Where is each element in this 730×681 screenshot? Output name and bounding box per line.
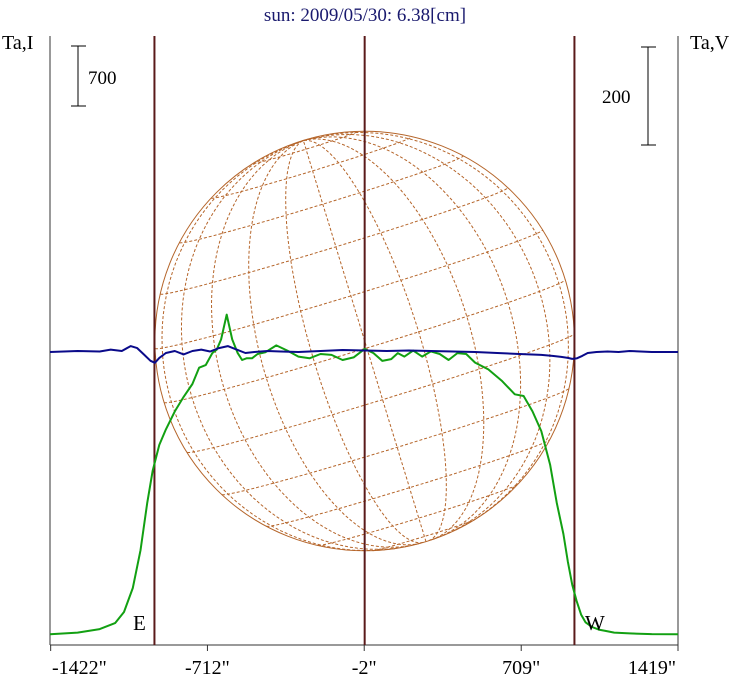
x-tick-label: 709" <box>502 657 540 679</box>
x-tick-label: -712" <box>185 657 230 679</box>
limb-marker-lines <box>153 36 576 645</box>
longitude-line <box>248 140 421 546</box>
right-scale-bar <box>641 46 656 146</box>
longitude-line <box>303 139 447 542</box>
west-limb-marker: W <box>585 611 605 635</box>
latitude-line <box>221 388 570 496</box>
longitude-line <box>210 140 419 548</box>
intensity-series-line <box>49 313 679 636</box>
longitude-line <box>303 138 485 541</box>
left-scale-bar-label: 700 <box>88 68 117 89</box>
series-group <box>49 313 679 636</box>
latitude-line <box>160 187 509 295</box>
longitude-line <box>303 131 569 531</box>
x-axis-ticks: -1422" -712" -2" 709" 1419" <box>50 645 679 679</box>
longitude-line <box>285 140 424 544</box>
longitude-line <box>303 133 551 536</box>
x-tick-label: -1422" <box>52 657 107 679</box>
x-tick-label: 1419" <box>628 657 676 679</box>
latitude-line <box>253 131 358 164</box>
polarization-series-line <box>49 345 678 364</box>
left-scale-bar <box>71 45 86 107</box>
longitude-line <box>181 140 408 550</box>
east-limb-marker: E <box>133 611 146 635</box>
longitude-line <box>303 136 522 540</box>
chart-title: sun: 2009/05/30: 6.38[cm] <box>264 5 466 26</box>
left-axis-label: Ta,I <box>2 32 33 54</box>
right-axis-label: Ta,V <box>690 32 730 54</box>
latitude-line <box>187 333 575 453</box>
longitude-line <box>161 140 396 551</box>
latitude-line <box>318 484 518 546</box>
latitude-line <box>266 439 551 527</box>
right-scale-bar-label: 200 <box>602 87 631 108</box>
latitude-line <box>179 155 464 244</box>
latitude-line <box>372 518 476 552</box>
x-tick-label: -2" <box>352 657 377 679</box>
